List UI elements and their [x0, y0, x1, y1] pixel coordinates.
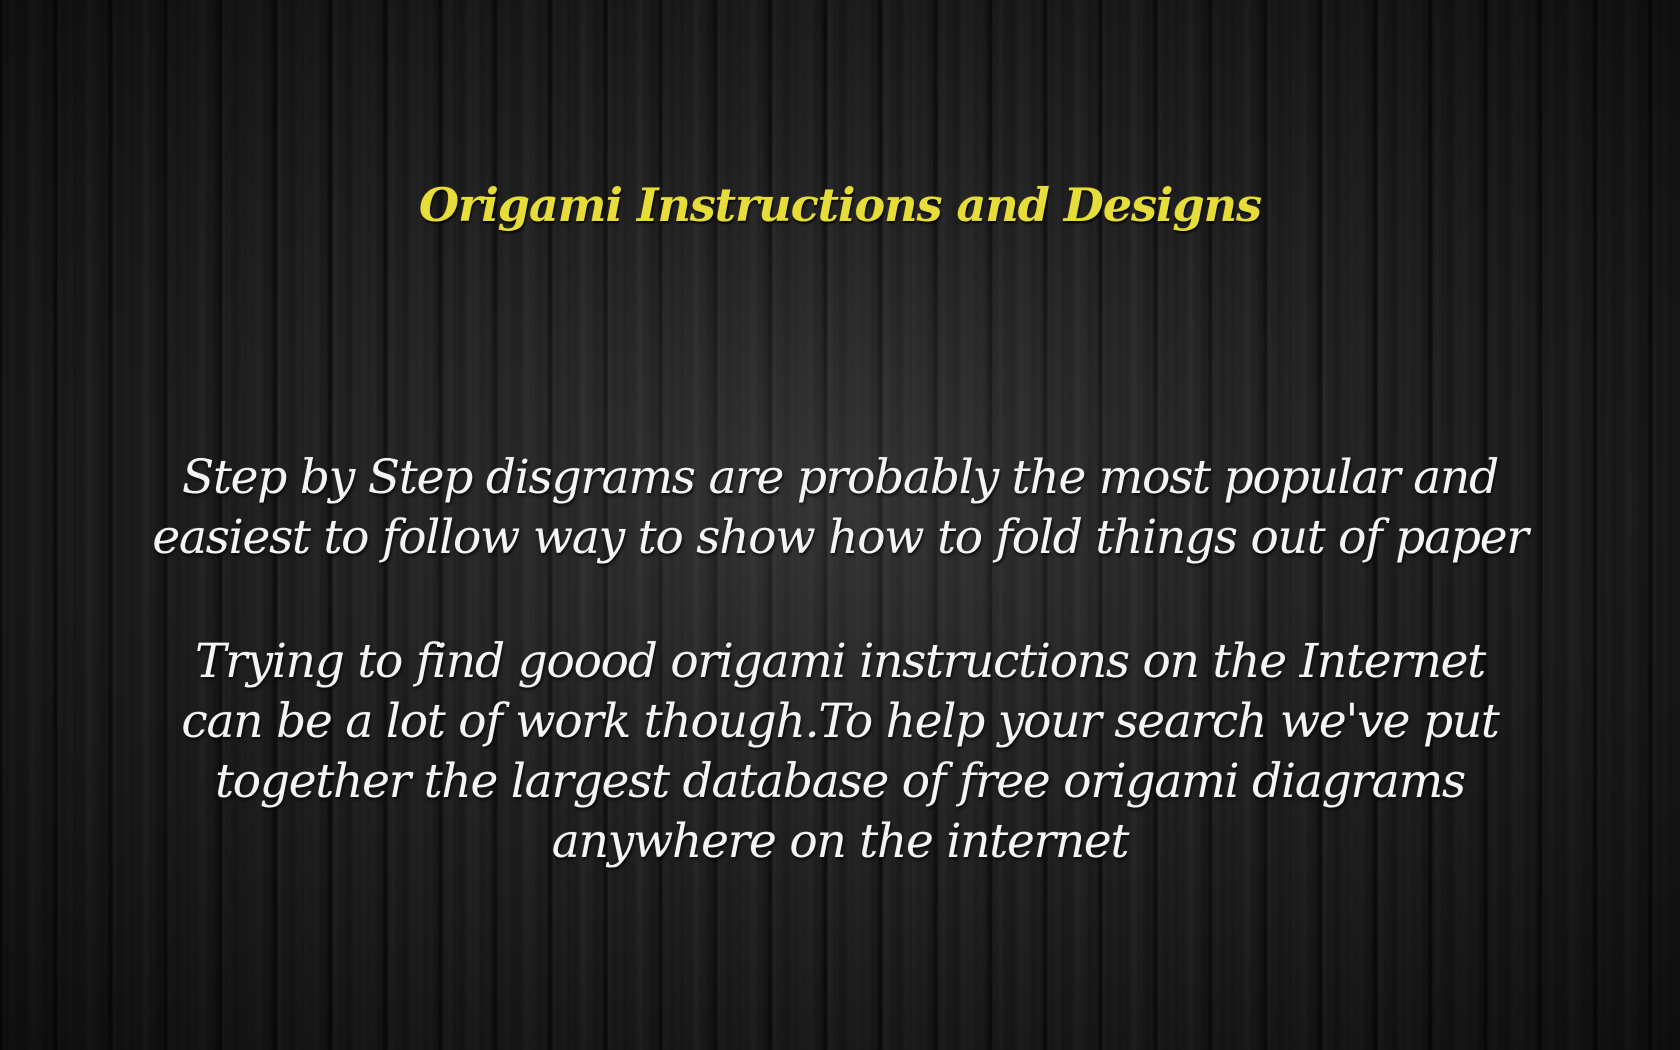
- database-line: together the largest database of free or…: [215, 754, 1466, 809]
- intro-line: Step by Step disgrams are probably the m…: [182, 450, 1499, 505]
- slide-title: Origami Instructions and Designs: [419, 178, 1262, 232]
- database-line: Trying to find goood origami instruction…: [195, 634, 1486, 689]
- intro-line: easiest to follow way to show how to fol…: [152, 510, 1529, 565]
- intro-paragraph: Step by Step disgrams are probably the m…: [0, 448, 1680, 568]
- database-line: anywhere on the internet: [551, 814, 1130, 869]
- database-line: can be a lot of work though.To help your…: [181, 694, 1499, 749]
- database-paragraph: Trying to find goood origami instruction…: [0, 632, 1680, 872]
